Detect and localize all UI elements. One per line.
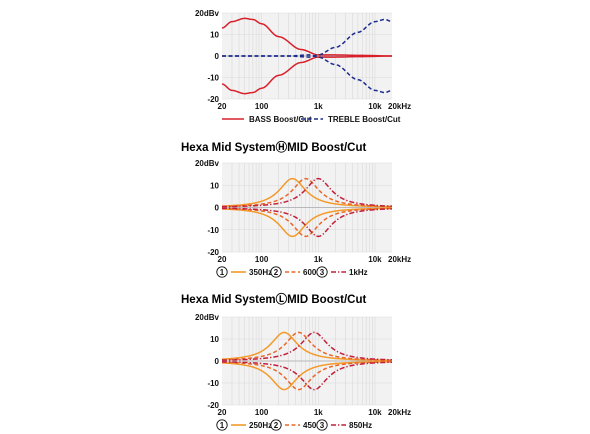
x-tick-label: 20 bbox=[218, 255, 227, 264]
series-treble-boost-cut-cut bbox=[222, 54, 393, 94]
series-850hz-boost bbox=[221, 331, 393, 361]
series-group bbox=[221, 177, 393, 238]
x-tick-label: 1k bbox=[314, 102, 323, 111]
y-tick-label: 0 bbox=[215, 52, 220, 61]
x-tick-label: 20 bbox=[218, 408, 227, 417]
x-tick-label: 100 bbox=[255, 408, 269, 417]
y-tick-label: -10 bbox=[207, 379, 219, 388]
x-tick-label: 20kHz bbox=[388, 408, 411, 417]
chart-3-title: Hexa Mid SystemⓁMID Boost/Cut bbox=[181, 292, 366, 306]
legend-number-badge bbox=[216, 266, 228, 278]
y-tick-label: -20 bbox=[207, 95, 219, 104]
y-tick-label: 20dBv bbox=[195, 313, 220, 322]
series-group bbox=[221, 331, 393, 391]
legend-number: 1 bbox=[220, 421, 225, 430]
legend-label: 1kHz bbox=[349, 268, 368, 277]
x-tick-label: 20kHz bbox=[388, 102, 411, 111]
y-tick-label: 10 bbox=[210, 31, 219, 40]
legend-label: 250Hz bbox=[249, 421, 272, 430]
legend-number-badge bbox=[270, 266, 282, 278]
series-group bbox=[221, 17, 393, 95]
x-tick-label: 1k bbox=[314, 255, 323, 264]
series-1khz-boost bbox=[221, 177, 393, 208]
x-tick-label: 100 bbox=[255, 102, 269, 111]
y-tick-label: 10 bbox=[210, 181, 219, 190]
y-tick-label: -10 bbox=[207, 74, 219, 83]
legend: BASS Boost/Cut TREBLE Boost/Cut bbox=[222, 115, 401, 124]
legend-label: 850Hz bbox=[349, 421, 372, 430]
series-bass-boost-cut-cut bbox=[221, 55, 393, 95]
x-tick-label: 1k bbox=[314, 408, 323, 417]
legend-number-badge bbox=[316, 419, 328, 431]
x-tick-label: 10k bbox=[368, 102, 382, 111]
y-tick-label: -20 bbox=[207, 248, 219, 257]
legend-number: 1 bbox=[220, 268, 225, 277]
series-850hz-cut bbox=[221, 361, 393, 391]
y-tick-label: 0 bbox=[215, 204, 220, 213]
legend-label: TREBLE Boost/Cut bbox=[328, 115, 401, 124]
x-tick-label: 10k bbox=[368, 255, 382, 264]
y-tick-label: 10 bbox=[210, 335, 219, 344]
legend-number: 2 bbox=[274, 421, 279, 430]
legend-number: 3 bbox=[320, 421, 325, 430]
y-tick-label: -10 bbox=[207, 226, 219, 235]
legend-number-badge bbox=[216, 419, 228, 431]
legend-number: 2 bbox=[274, 268, 279, 277]
x-tick-label: 100 bbox=[255, 255, 269, 264]
legend-number-badge bbox=[270, 419, 282, 431]
x-tick-label: 10k bbox=[368, 408, 382, 417]
chart-2-title: Hexa Mid SystemⒽMID Boost/Cut bbox=[181, 140, 366, 154]
y-tick-label: 20dBv bbox=[195, 9, 220, 18]
x-tick-label: 20kHz bbox=[388, 255, 411, 264]
y-tick-label: 0 bbox=[215, 357, 220, 366]
y-tick-label: -20 bbox=[207, 401, 219, 410]
legend-label: 450Hz bbox=[303, 421, 326, 430]
legend-number-badge bbox=[316, 266, 328, 278]
x-tick-label: 20 bbox=[218, 102, 227, 111]
legend-number: 3 bbox=[320, 268, 325, 277]
legend-label: 600Hz bbox=[303, 268, 326, 277]
legend-label: BASS Boost/Cut bbox=[249, 115, 312, 124]
series-1khz-cut bbox=[221, 207, 393, 238]
series-450hz-boost bbox=[221, 331, 393, 361]
series-450hz-cut bbox=[221, 361, 393, 391]
y-tick-label: 20dBv bbox=[195, 159, 220, 168]
legend-label: 350Hz bbox=[249, 268, 272, 277]
series-bass-boost-cut-boost bbox=[221, 17, 393, 57]
